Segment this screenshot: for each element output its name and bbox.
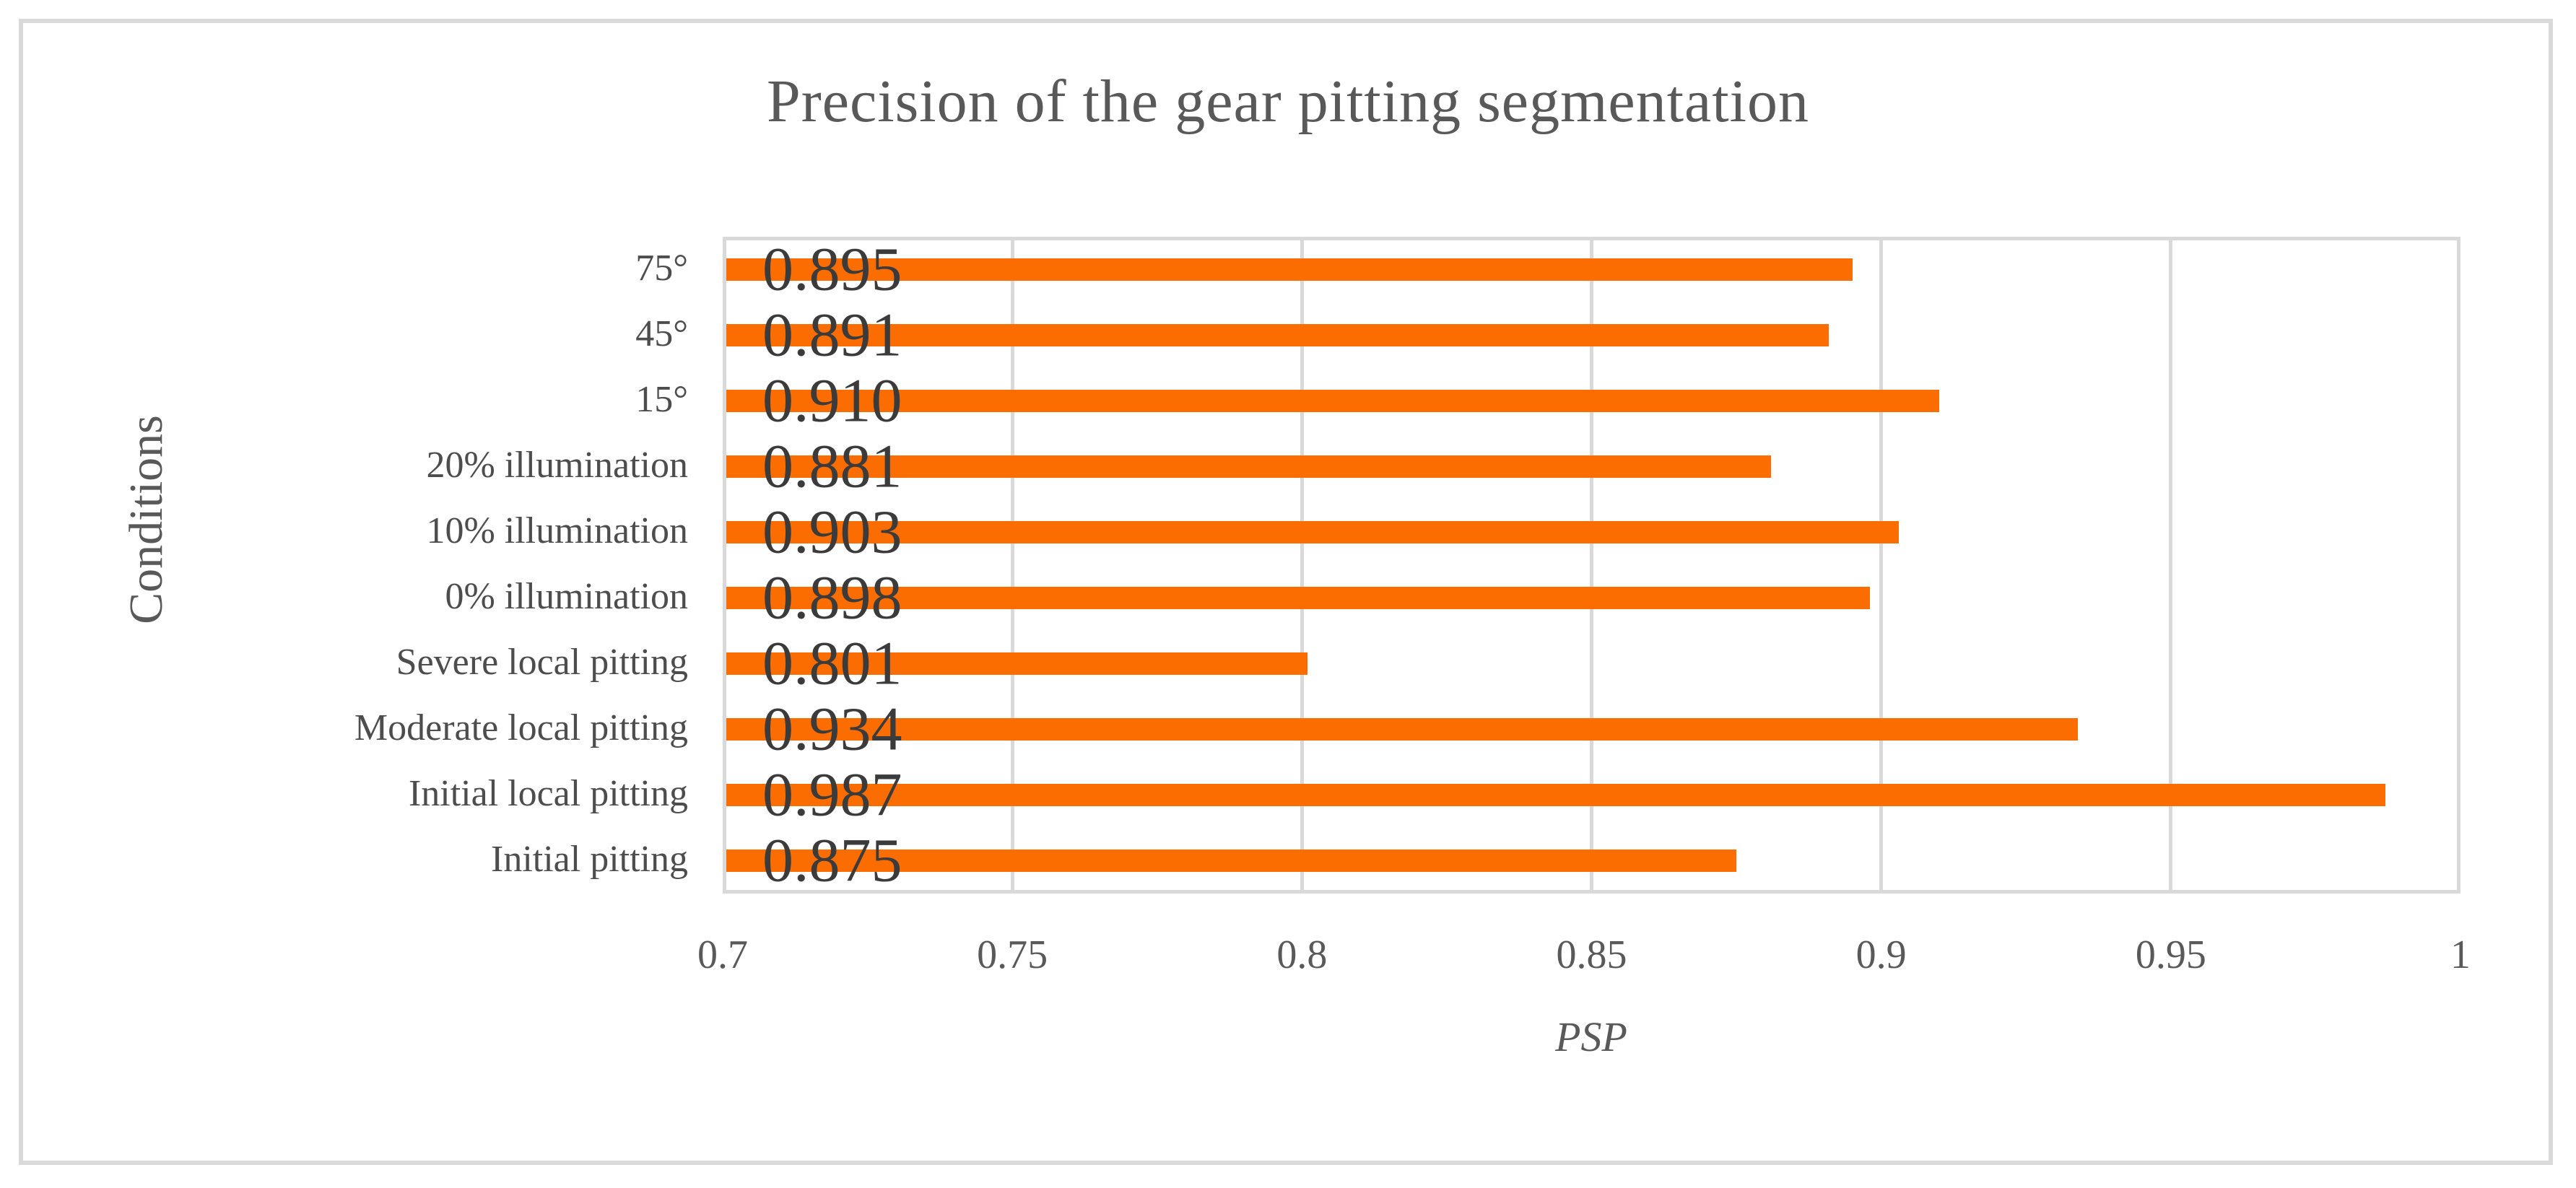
gridline <box>2457 237 2460 894</box>
category-label: Severe local pitting <box>396 641 688 683</box>
value-label: 0.801 <box>762 627 902 697</box>
bar <box>726 455 1772 478</box>
value-label: 0.898 <box>762 562 902 632</box>
category-label: 20% illumination <box>426 444 688 486</box>
bar <box>726 324 1829 346</box>
gridline <box>1010 237 1014 894</box>
x-tick-label: 0.9 <box>1855 933 1907 977</box>
category-label: Moderate local pitting <box>354 707 688 748</box>
category-label: Initial local pitting <box>408 772 688 814</box>
category-label: 75° <box>635 247 688 289</box>
x-tick-label: 0.75 <box>977 933 1048 977</box>
gridline <box>1300 237 1304 894</box>
y-axis-line <box>723 237 726 894</box>
bar <box>726 258 1853 281</box>
plot-area: 0.895 0.891 0.910 0.881 0.903 0.898 0.801 0.934… <box>723 237 2460 894</box>
plot-top-border <box>723 237 2460 240</box>
gridline <box>1879 237 1884 894</box>
plot-bottom-border <box>723 890 2460 894</box>
value-label: 0.910 <box>762 364 902 434</box>
x-tick-label: 0.95 <box>2135 933 2206 977</box>
value-label: 0.903 <box>762 496 902 566</box>
y-axis-title: Conditions <box>120 415 173 624</box>
bar <box>726 652 1308 675</box>
bar <box>726 390 1939 412</box>
x-tick-label: 0.85 <box>1556 933 1627 977</box>
gridline <box>2169 237 2173 894</box>
bar <box>726 784 2385 806</box>
x-tick-label: 0.7 <box>697 933 748 977</box>
category-label: 45° <box>635 313 688 354</box>
x-axis-title: PSP <box>1555 1013 1627 1060</box>
value-label: 0.891 <box>762 299 902 369</box>
category-label: 15° <box>635 378 688 420</box>
bar <box>726 718 2079 741</box>
category-label: 0% illumination <box>445 575 688 617</box>
value-label: 0.875 <box>762 824 902 894</box>
bar <box>726 521 1899 543</box>
value-label: 0.881 <box>762 430 902 500</box>
bar <box>726 587 1870 609</box>
x-tick-label: 1 <box>2450 933 2471 977</box>
category-label: Initial pitting <box>491 838 688 880</box>
chart-title: Precision of the gear pitting segmentati… <box>767 68 1809 135</box>
bar <box>726 849 1737 872</box>
category-label: 10% illumination <box>426 510 688 551</box>
value-label: 0.987 <box>762 759 902 829</box>
value-label: 0.895 <box>762 233 902 303</box>
gridline <box>1590 237 1593 894</box>
value-label: 0.934 <box>762 693 902 763</box>
x-tick-label: 0.8 <box>1276 933 1328 977</box>
